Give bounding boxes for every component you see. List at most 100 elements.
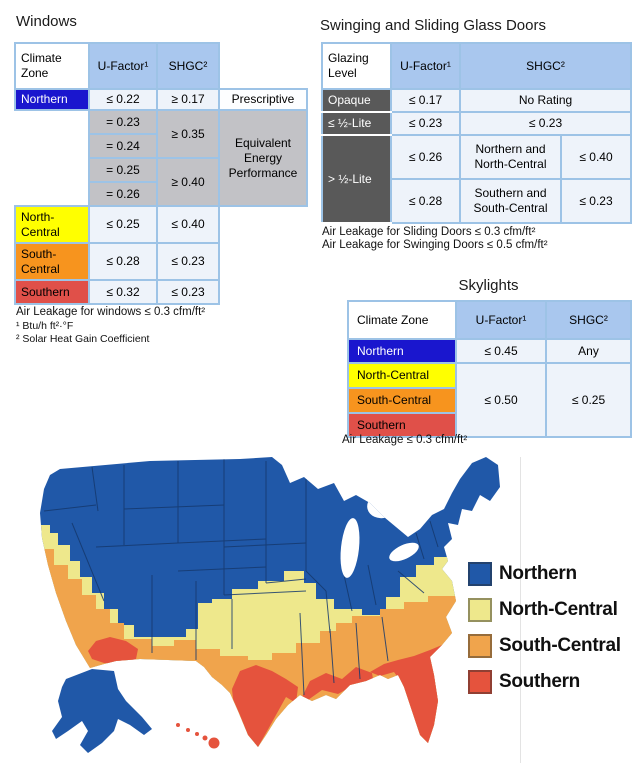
windows-footnote-2: ² Solar Heat Gain Coefficient [16,333,150,345]
windows-equivalent-energy-cell: Equivalent Energy Performance [218,109,308,207]
skylights-zone-northern: Northern [347,338,457,364]
zone-southern-gulf-coast [300,667,374,701]
windows-zone-spacer [15,182,89,206]
doors-row2-zones: Southern and South-Central [459,178,562,224]
table-row: = 0.26 [15,181,307,207]
skylights-air-leakage-note: Air Leakage ≤ 0.3 cfm/ft² [342,434,468,446]
windows-title: Windows [16,13,77,30]
doors-swinging-note: Air Leakage for Swinging Doors ≤ 0.5 cfm… [322,239,548,251]
zone-southern-arizona [88,637,138,664]
table-row: ≤ 0.28 Southern and South-Central ≤ 0.23 [322,178,632,224]
table-row: Southern [347,412,631,438]
windows-eq-u4: = 0.26 [88,181,158,207]
windows-eq-u1: = 0.23 [88,109,158,135]
hawaii-islands [176,723,220,749]
skylights-title: Skylights [458,277,519,294]
alaska-region [52,669,152,753]
doors-title: Swinging and Sliding Glass Doors [320,17,546,34]
doors-over-half-lite-label: > ½-Lite [321,134,392,224]
doors-shgc-header: SHGC² [459,42,632,90]
skylights-table: Climate Zone U-Factor¹ SHGC² Northern ≤ … [347,300,632,438]
skylights-zone-north-central: North-Central [347,362,457,389]
windows-air-leakage-note: Air Leakage for windows ≤ 0.3 cfm/ft² [16,306,206,318]
doors-opaque-shgc: No Rating [459,88,632,113]
windows-zone-north-central: North-Central [14,205,90,244]
zone-southern-texas [232,665,298,747]
windows-shgc-header: SHGC² [156,42,220,90]
doors-row1-shgc: ≤ 0.40 [560,134,632,180]
northern-swatch [468,562,492,586]
skylights-northern-ufactor: ≤ 0.45 [455,338,547,364]
windows-sc-shgc: ≤ 0.23 [156,242,220,281]
us-map-svg [40,457,521,763]
doors-half-lite-shgc: ≤ 0.23 [459,111,632,136]
table-row: South-Central ≤ 0.28 ≤ 0.23 [14,242,307,281]
table-row: North-Central ≤ 0.25 ≤ 0.40 [14,205,307,244]
table-row: Opaque ≤ 0.17 No Rating [321,88,632,113]
legend-label: Northern [499,563,577,584]
windows-eq-u3: = 0.25 [88,157,158,183]
windows-header-spacer [219,43,307,89]
windows-ufactor-header: U-Factor¹ [88,42,158,90]
doors-glazing-header: Glazing Level [321,42,392,90]
legend-label: Southern [499,671,580,692]
south-central-swatch [468,634,492,658]
skylights-ufactor-header: U-Factor¹ [455,300,547,340]
doors-half-lite-ufactor: ≤ 0.23 [390,111,461,136]
windows-zone-northern: Northern [14,88,90,111]
windows-zone-spacer [15,158,89,182]
legend-item-northern: Northern [468,562,621,586]
table-row: South-Central [347,387,631,414]
table-row: > ½-Lite ≤ 0.26 Northern and North-Centr… [321,134,632,224]
windows-s-ufactor: ≤ 0.32 [88,279,158,305]
table-row: Northern ≤ 0.45 Any [347,338,632,364]
legend-item-south-central: South-Central [468,634,621,658]
us-climate-zone-map [0,453,639,775]
windows-zone-southern: Southern [14,279,90,305]
skylights-climate-zone-header: Climate Zone [347,300,457,340]
windows-footnote-1: ¹ Btu/h ft²·°F [16,320,74,332]
windows-eq-shgc34: ≥ 0.40 [156,157,220,207]
skylights-zone-southern: Southern [347,412,457,438]
doors-ufactor-header: U-Factor¹ [390,42,461,90]
table-row: North-Central ≤ 0.50 ≤ 0.25 [347,362,632,438]
windows-northern-shgc: ≥ 0.17 [156,88,220,111]
legend-item-southern: Southern [468,670,621,694]
windows-zone-spacer [15,110,89,134]
table-row: = 0.24 [15,133,307,159]
windows-zone-spacer [15,134,89,158]
legend-item-north-central: North-Central [468,598,621,622]
doors-half-lite-label: ≤ ½-Lite [321,111,392,136]
legend-label: North-Central [499,599,618,620]
windows-s-shgc: ≤ 0.23 [156,279,220,305]
windows-sc-ufactor: ≤ 0.28 [88,242,158,281]
windows-table: Climate Zone U-Factor¹ SHGC² Northern ≤ … [14,42,308,305]
table-row: Northern ≤ 0.22 ≥ 0.17 Prescriptive [14,88,308,111]
north-central-swatch [468,598,492,622]
doors-opaque-label: Opaque [321,88,392,113]
doors-row2-shgc: ≤ 0.23 [560,178,632,224]
doors-row1-zones: Northern and North-Central [459,134,562,180]
skylights-northern-shgc: Any [545,338,632,364]
table-row: = 0.25 ≥ 0.40 [15,157,307,207]
doors-row2-ufactor: ≤ 0.28 [390,178,461,224]
doors-opaque-ufactor: ≤ 0.17 [390,88,461,113]
doors-sliding-note: Air Leakage for Sliding Doors ≤ 0.3 cfm/… [322,226,536,238]
table-row: = 0.23 ≥ 0.35 Equivalent Energy Performa… [15,109,308,207]
skylights-group-ufactor: ≤ 0.50 [455,362,547,438]
windows-nc-shgc: ≤ 0.40 [156,205,220,244]
southern-swatch [468,670,492,694]
zone-southern-florida [370,645,450,745]
windows-northern-ufactor: ≤ 0.22 [88,88,158,111]
doors-row1-ufactor: ≤ 0.26 [390,134,461,180]
windows-prescriptive-cell: Prescriptive [218,88,308,111]
windows-zone-south-central: South-Central [14,242,90,281]
table-row: Southern ≤ 0.32 ≤ 0.23 [14,279,307,305]
doors-table: Glazing Level U-Factor¹ SHGC² Opaque ≤ 0… [321,42,632,224]
map-legend: Northern North-Central South-Central Sou… [468,562,621,706]
windows-eq-u2: = 0.24 [88,133,158,159]
skylights-group-shgc: ≤ 0.25 [545,362,632,438]
skylights-shgc-header: SHGC² [545,300,632,340]
skylights-zone-south-central: South-Central [347,387,457,414]
table-row: ≤ ½-Lite ≤ 0.23 ≤ 0.23 [321,111,632,136]
